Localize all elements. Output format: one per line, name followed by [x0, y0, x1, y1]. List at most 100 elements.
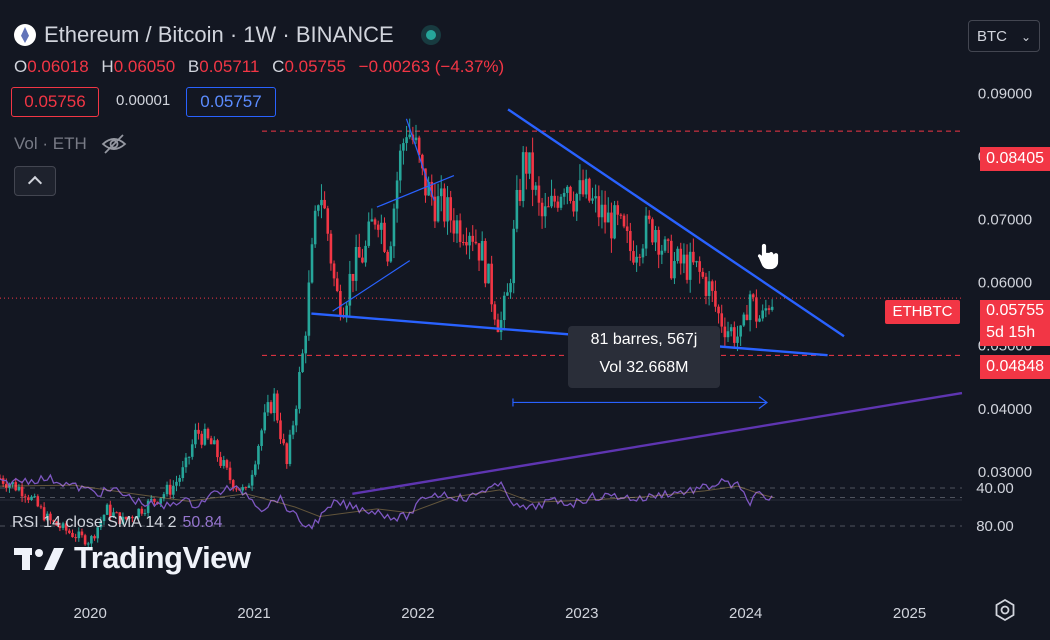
- candle-body: [247, 485, 251, 488]
- candle-body: [115, 512, 118, 514]
- candle-body: [1, 478, 5, 484]
- candle-body: [269, 402, 273, 414]
- price-axis-tick: 0.07000: [978, 212, 1032, 229]
- candle-body: [433, 196, 437, 222]
- eye-hidden-icon[interactable]: [101, 134, 127, 154]
- candle-body: [710, 281, 714, 291]
- rsi-line: [0, 473, 773, 530]
- candle-body: [436, 196, 440, 222]
- candle-body: [235, 488, 238, 490]
- candle-body: [266, 402, 270, 413]
- candle-body: [613, 205, 616, 239]
- candle-body: [244, 487, 248, 489]
- rsi-axis-tick: 80.00: [976, 518, 1014, 535]
- settings-gear-icon[interactable]: [993, 598, 1017, 622]
- candle-body: [313, 210, 317, 245]
- candle-body: [468, 235, 471, 246]
- candle-body: [591, 198, 594, 201]
- low-value: 0.05711: [199, 57, 260, 76]
- candle-body: [427, 181, 430, 196]
- candle-body: [213, 440, 216, 445]
- candle-body: [140, 508, 144, 514]
- candle-body: [20, 486, 24, 497]
- candle-body: [112, 512, 115, 517]
- bar-countdown: 5d 15h: [986, 324, 1036, 341]
- candle-body: [701, 271, 705, 277]
- candle-body: [525, 152, 528, 174]
- candle-body: [559, 196, 563, 208]
- candle-body: [461, 241, 465, 243]
- candle-body: [279, 420, 282, 440]
- high-value: 0.06050: [113, 57, 176, 76]
- trendline-long-term-uptrend: [352, 391, 963, 496]
- price-axis-tick: 0.09000: [978, 86, 1032, 103]
- candle-body: [203, 428, 207, 445]
- sell-button[interactable]: 0.05756: [11, 87, 99, 117]
- candle-body: [550, 195, 553, 207]
- ethereum-logo-icon: [14, 24, 36, 46]
- buy-button[interactable]: 0.05757: [186, 87, 276, 117]
- candle-body: [121, 516, 125, 525]
- candle-body: [367, 221, 371, 246]
- candle-body: [654, 229, 657, 243]
- rsi-legend[interactable]: RSI 14 close SMA 14 2 50.84: [12, 514, 223, 532]
- candle-body: [616, 205, 620, 215]
- candle-body: [105, 504, 109, 515]
- volume-label: Vol · ETH: [14, 134, 87, 153]
- candle-body: [14, 482, 18, 491]
- currency-select[interactable]: BTC ⌄: [968, 20, 1040, 52]
- candle-body: [417, 137, 421, 155]
- candle-body: [632, 251, 635, 263]
- candle-body: [45, 513, 49, 521]
- candle-body: [679, 248, 683, 264]
- candle-body: [569, 186, 572, 201]
- candle-body: [717, 306, 720, 314]
- price-axis-tick: 0.03000: [978, 464, 1032, 481]
- candle-body: [597, 196, 601, 218]
- candle-body: [380, 222, 383, 230]
- trendline-descending-resistance: [507, 108, 845, 338]
- candle-body: [733, 327, 736, 343]
- candle-body: [102, 514, 106, 522]
- candle-body: [742, 314, 746, 326]
- candle-body: [761, 310, 764, 319]
- candle-body: [317, 205, 320, 211]
- candle-body: [480, 240, 484, 261]
- candle-body: [52, 520, 55, 522]
- candle-body: [241, 487, 244, 491]
- candle-body: [553, 195, 556, 202]
- candle-body: [216, 440, 219, 458]
- candle-body: [298, 372, 301, 409]
- candle-body: [49, 513, 52, 521]
- symbol-header[interactable]: Ethereum / Bitcoin · 1W · BINANCE: [14, 22, 436, 48]
- candle-body: [96, 527, 100, 539]
- candle-body: [335, 278, 339, 292]
- candle-body: [688, 251, 692, 280]
- candle-body: [764, 308, 768, 311]
- candle-body: [660, 250, 664, 255]
- candle-body: [534, 185, 538, 190]
- candle-body: [181, 467, 185, 479]
- candle-body: [458, 220, 462, 242]
- candle-body: [695, 261, 698, 263]
- collapse-legend-button[interactable]: [14, 166, 56, 196]
- candle-body: [575, 194, 579, 212]
- symbol-price-label: ETHBTC: [885, 300, 960, 324]
- candle-body: [175, 481, 178, 486]
- candle-body: [502, 295, 506, 321]
- candle-body: [354, 247, 358, 281]
- candle-body: [250, 474, 254, 486]
- volume-legend[interactable]: Vol · ETH: [14, 134, 127, 154]
- candle-body: [455, 220, 459, 234]
- candle-body: [276, 393, 279, 421]
- candle-body: [253, 464, 257, 475]
- candle-body: [704, 276, 708, 296]
- candle-body: [600, 204, 604, 218]
- pattern-line: [405, 118, 435, 201]
- candle-body: [509, 283, 512, 293]
- candle-body: [398, 150, 402, 181]
- candle-body: [159, 498, 163, 504]
- time-axis-tick: 2022: [401, 605, 434, 622]
- rsi-ma-line: [0, 484, 774, 518]
